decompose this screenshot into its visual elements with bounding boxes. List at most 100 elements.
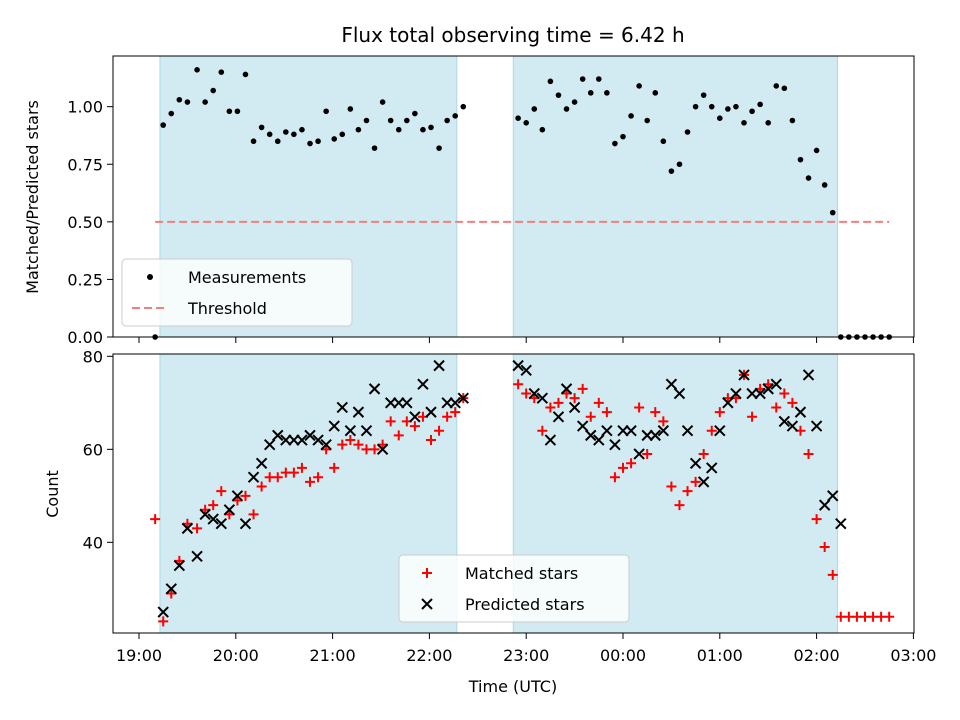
- predicted-point: [609, 438, 621, 451]
- predicted-point: [536, 392, 549, 404]
- measurement-point: [355, 126, 362, 133]
- predicted-point: [528, 387, 540, 400]
- predicted-point: [802, 369, 815, 381]
- predicted-point: [738, 369, 750, 381]
- matched-point: [650, 407, 661, 418]
- matched-point: [609, 472, 620, 483]
- matched-point: [884, 611, 895, 622]
- matched-point: [150, 514, 161, 525]
- matched-point: [329, 462, 340, 473]
- legend-box: [121, 258, 353, 327]
- measurement-point: [202, 99, 208, 105]
- matched-point: [803, 448, 814, 459]
- predicted-point: [368, 383, 381, 395]
- matched-point: [545, 402, 556, 413]
- predicted-point: [239, 518, 252, 530]
- matched-point: [248, 509, 259, 520]
- legend-label: Measurements: [188, 268, 306, 287]
- measurement-point: [266, 131, 273, 138]
- y-tick-label: 0.00: [67, 328, 103, 347]
- measurement-point: [797, 156, 804, 163]
- predicted-point: [231, 490, 244, 502]
- measurement-point: [765, 119, 771, 126]
- measurement-point: [436, 145, 442, 151]
- predicted-point: [827, 490, 839, 502]
- measurement-point: [452, 113, 459, 119]
- predicted-point: [320, 438, 332, 451]
- legend-box: [398, 554, 630, 623]
- matched-point: [601, 407, 612, 418]
- measurement-point: [708, 103, 715, 110]
- measurement-point: [684, 129, 691, 135]
- predicted-point: [263, 438, 276, 451]
- matched-point: [585, 411, 596, 422]
- matched-point: [426, 435, 437, 446]
- matched-point: [618, 462, 628, 473]
- measurement-point: [339, 131, 346, 138]
- series-measurements: [152, 67, 892, 340]
- measurement-point: [299, 126, 305, 133]
- predicted-point: [625, 425, 637, 437]
- matched-point: [714, 407, 725, 418]
- measurement-point: [444, 117, 450, 124]
- predicted-point: [247, 471, 260, 483]
- predicted-point: [433, 359, 445, 372]
- measurement-point: [160, 122, 166, 128]
- measurement-point: [781, 85, 788, 92]
- predicted-point: [649, 429, 661, 442]
- predicted-point: [714, 425, 726, 437]
- measurement-point: [741, 119, 747, 126]
- measurement-point: [420, 126, 426, 133]
- measurement-point: [323, 108, 329, 115]
- predicted-point: [818, 499, 831, 511]
- measurement-point: [387, 117, 394, 124]
- measurement-point: [194, 67, 200, 73]
- measurement-point: [773, 83, 780, 89]
- measurement-point: [813, 147, 820, 154]
- matched-point: [240, 490, 251, 501]
- matched-point: [779, 388, 790, 399]
- matched-point: [569, 393, 580, 404]
- matched-point: [513, 379, 524, 390]
- matched-point: [626, 458, 637, 469]
- measurement-point: [210, 87, 217, 94]
- chart-title: Flux total observing time = 6.42 h: [341, 23, 684, 47]
- matched-point: [642, 448, 653, 459]
- measurement-point: [587, 90, 594, 96]
- matched-point: [577, 383, 588, 394]
- predicted-point: [544, 434, 557, 446]
- matched-point: [256, 481, 267, 492]
- top-y-axis-label: Matched/Predicted stars: [23, 100, 42, 294]
- measurement-point: [644, 117, 650, 124]
- measurement-point: [660, 138, 667, 145]
- measurement-point: [460, 103, 467, 110]
- measurement-point: [700, 92, 707, 98]
- matched-point: [216, 486, 227, 497]
- matched-point: [192, 523, 203, 534]
- measurement-point: [523, 119, 529, 126]
- x-tick-label: 03:00: [890, 646, 936, 665]
- measurement-point: [274, 138, 281, 145]
- predicted-point: [770, 378, 782, 390]
- matched-point: [296, 462, 307, 473]
- matched-point: [811, 514, 822, 525]
- predicted-point: [730, 387, 742, 400]
- matched-point: [208, 500, 219, 511]
- matched-point: [690, 476, 701, 487]
- measurement-point: [404, 117, 410, 124]
- predicted-point: [835, 518, 847, 530]
- matched-point: [272, 472, 283, 483]
- predicted-point: [449, 397, 461, 409]
- measurement-point: [571, 99, 578, 105]
- predicted-point: [722, 397, 734, 409]
- measurement-point: [371, 145, 378, 151]
- measurement-point: [636, 83, 642, 89]
- y-tick-label: 60: [83, 440, 103, 459]
- matched-point: [369, 444, 380, 455]
- measurement-point: [234, 108, 241, 115]
- measurement-point: [829, 209, 836, 216]
- predicted-point: [673, 387, 686, 400]
- measurement-point: [612, 140, 618, 147]
- predicted-point: [272, 429, 284, 442]
- x-tick-label: 20:00: [213, 646, 259, 665]
